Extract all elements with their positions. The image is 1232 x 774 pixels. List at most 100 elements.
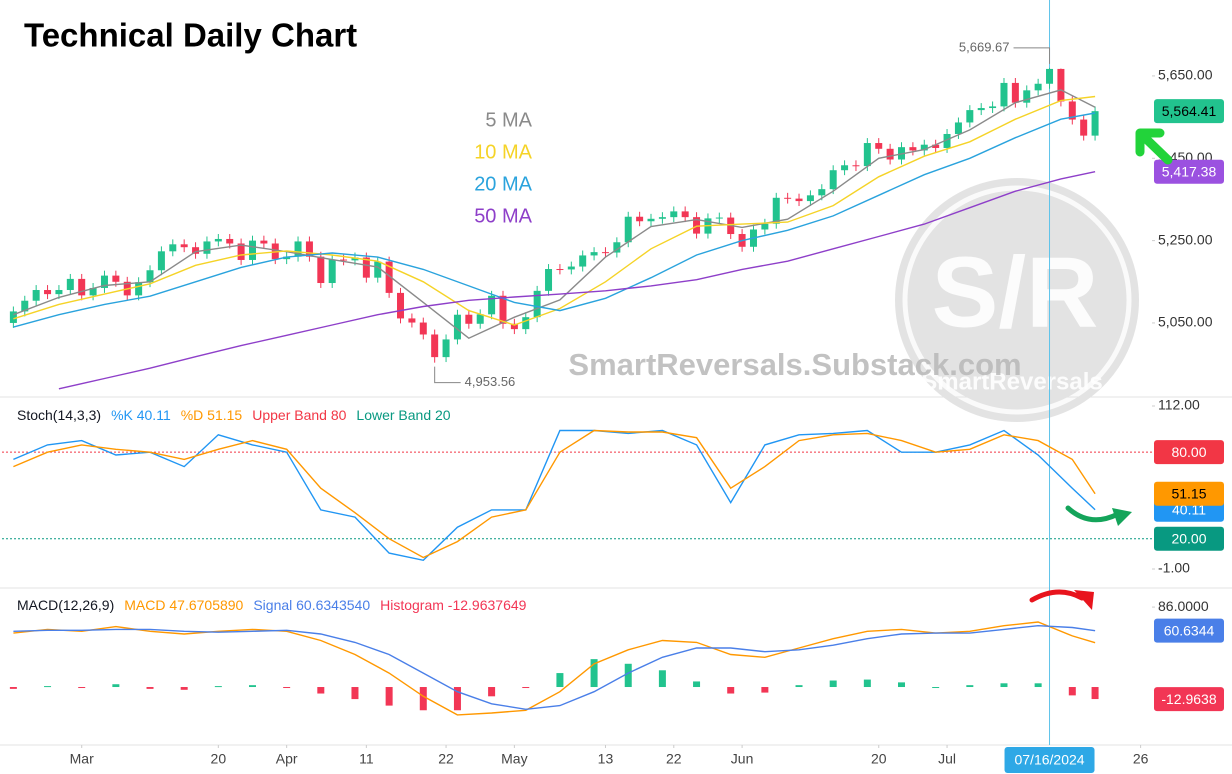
histogram-bar <box>248 685 256 688</box>
candle-body <box>624 216 632 243</box>
y-tick-label: 86.0000 <box>1158 598 1209 614</box>
legend-entry: 10 MA <box>474 141 532 163</box>
histogram-bar <box>829 680 837 688</box>
histogram-bar <box>214 686 222 688</box>
legend-entry: MACD 47.6705890 <box>124 597 244 613</box>
histogram-bar <box>351 687 359 700</box>
candle-body <box>772 197 780 224</box>
candle-body <box>351 257 359 261</box>
histogram-bar <box>624 663 632 688</box>
candle-body <box>89 287 97 296</box>
value-tag <box>1154 159 1224 184</box>
legend-title: MACD(12,26,9) <box>17 597 115 613</box>
candle-body <box>283 256 291 260</box>
candle-body <box>567 266 575 270</box>
candle-body <box>533 290 541 318</box>
candle-body <box>9 311 17 323</box>
candle-body <box>795 198 803 202</box>
series-line <box>13 429 1096 559</box>
candle-body <box>613 242 621 253</box>
candle-body <box>32 290 40 301</box>
histogram-bar <box>556 673 564 688</box>
candle-body <box>453 314 461 340</box>
histogram-bar <box>453 687 461 711</box>
candle-body <box>1068 101 1076 120</box>
x-tick-label: 13 <box>598 751 614 767</box>
candle-body <box>1057 68 1065 102</box>
candle-body <box>55 290 63 295</box>
candle-body <box>510 323 518 330</box>
series-line <box>13 621 1096 716</box>
candle-body <box>442 339 450 358</box>
candle-body <box>1091 111 1099 136</box>
candle-body <box>658 217 666 219</box>
value-tag-label: 5,564.41 <box>1162 103 1217 119</box>
candle-body <box>305 241 313 257</box>
x-tick-label: Jun <box>731 751 754 767</box>
crosshair-label: 07/16/2024 <box>1014 752 1084 768</box>
histogram-bar <box>78 687 86 689</box>
watermark-site: SmartReversals.Substack.com <box>568 347 1021 382</box>
legend-entry: Upper Band 80 <box>252 407 347 423</box>
y-tick-label: 5,050.00 <box>1158 314 1213 330</box>
candle-body <box>1034 83 1042 91</box>
histogram-bar <box>693 681 701 688</box>
candle-body <box>476 314 484 324</box>
series-line <box>13 95 1096 326</box>
green-arrowhead <box>1112 508 1132 526</box>
value-tag <box>1154 481 1224 506</box>
histogram-bar <box>658 670 666 688</box>
value-tag-label: 51.15 <box>1171 485 1206 501</box>
candle-body <box>806 195 814 202</box>
value-tag-label: 5,417.38 <box>1162 163 1217 179</box>
candle-body <box>875 143 883 149</box>
candle-body <box>1011 82 1019 103</box>
histogram-bar <box>112 684 120 688</box>
candle-body <box>522 317 530 330</box>
histogram-bar <box>932 687 940 689</box>
candle-body <box>157 251 165 271</box>
macd-legend: MACD(12,26,9) MACD 47.6705890 Signal 60.63… <box>17 597 536 613</box>
candle-body <box>169 244 177 252</box>
series-line <box>58 171 1096 390</box>
value-tag-label: 20.00 <box>1171 530 1206 546</box>
histogram-bar <box>1091 687 1099 700</box>
candle-body <box>226 238 234 244</box>
histogram-bar <box>419 687 427 711</box>
histogram-bar <box>522 687 530 689</box>
legend-entry: Histogram -12.9637649 <box>380 597 527 613</box>
candle-body <box>328 259 336 284</box>
x-tick-label: 26 <box>1133 751 1149 767</box>
candle-body <box>408 318 416 323</box>
candle-body <box>180 244 188 248</box>
y-tick-label: 5,650.00 <box>1158 67 1213 83</box>
histogram-bar <box>863 679 871 688</box>
histogram-bar <box>317 687 325 694</box>
candle-body <box>66 278 74 291</box>
x-tick-label: 11 <box>359 751 374 767</box>
series-line <box>13 89 1096 340</box>
histogram-bar <box>283 687 291 689</box>
candle-body <box>681 211 689 218</box>
candle-body <box>203 241 211 254</box>
candle-body <box>886 148 894 160</box>
histogram-bar <box>761 687 769 693</box>
candle-body <box>715 217 723 219</box>
candle-body <box>954 122 962 134</box>
x-tick-label: 22 <box>666 751 682 767</box>
candle-body <box>863 143 871 167</box>
legend-title: Stoch(14,3,3) <box>17 407 102 423</box>
candle-body <box>989 106 997 109</box>
candle-body <box>146 270 154 283</box>
x-tick-label: Apr <box>276 751 298 767</box>
candle-body <box>693 217 701 234</box>
watermark-brand: SmartReversals <box>921 368 1102 395</box>
candle-body <box>818 189 826 196</box>
candle-body <box>579 255 587 267</box>
green-arrow <box>1135 128 1173 165</box>
candle-body <box>920 144 928 151</box>
candle-body <box>112 275 120 282</box>
legend-entry: Lower Band 20 <box>356 407 451 423</box>
legend-entry: Signal 60.6343540 <box>253 597 371 613</box>
